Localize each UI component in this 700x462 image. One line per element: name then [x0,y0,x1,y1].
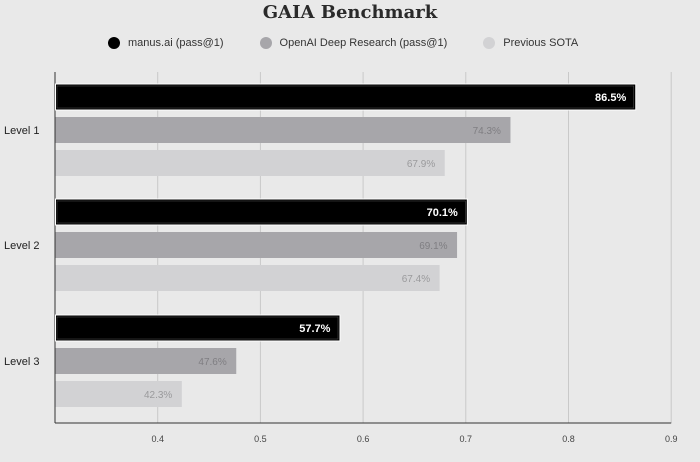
category-label: Level 3 [4,356,39,368]
bar [55,232,458,258]
bar-value-label: 74.3% [473,126,501,137]
bar [55,117,511,143]
category-label: Level 2 [4,240,39,252]
bar-value-label: 42.3% [144,390,172,401]
chart-legend: manus.ai (pass@1) OpenAI Deep Research (… [108,34,578,52]
bar-inner-outline [56,200,466,224]
bar [55,314,341,342]
legend-swatch-manus [108,37,120,49]
legend-swatch-openai [259,37,272,49]
bar-value-label: 67.9% [407,159,435,170]
bar-inner-outline [56,85,635,109]
legend-item-openai: OpenAI Deep Research (pass@1) [259,37,448,49]
bar [55,150,445,176]
x-tick-label: 0.4 [151,434,164,444]
bar [55,265,440,291]
legend-item-manus: manus.ai (pass@1) [108,37,224,49]
bar [55,348,237,374]
chart-title: GAIA Benchmark [262,2,438,23]
bar [55,83,637,111]
bar-value-label: 47.6% [198,357,226,368]
x-tick-label: 0.6 [357,434,370,444]
bar-value-label: 67.4% [402,274,430,285]
legend-label-manus: manus.ai (pass@1) [128,37,224,49]
x-tick-label: 0.9 [665,434,678,444]
category-label: Level 1 [4,125,39,137]
bar-value-label: 86.5% [595,92,626,104]
bar [55,381,182,407]
x-tick-label: 0.5 [254,434,267,444]
legend-label-openai: OpenAI Deep Research (pass@1) [279,37,448,49]
bar-value-label: 69.1% [419,241,447,252]
bar-inner-outline [56,316,339,340]
legend-label-previous-sota: Previous SOTA [503,37,579,49]
bar-value-label: 70.1% [427,207,458,219]
legend-swatch-previous-sota [483,37,496,49]
bar [55,198,468,226]
bar-value-label: 57.7% [299,323,330,335]
legend-item-previous-sota: Previous SOTA [483,37,578,49]
x-tick-label: 0.8 [562,434,575,444]
x-tick-label: 0.7 [460,434,473,444]
